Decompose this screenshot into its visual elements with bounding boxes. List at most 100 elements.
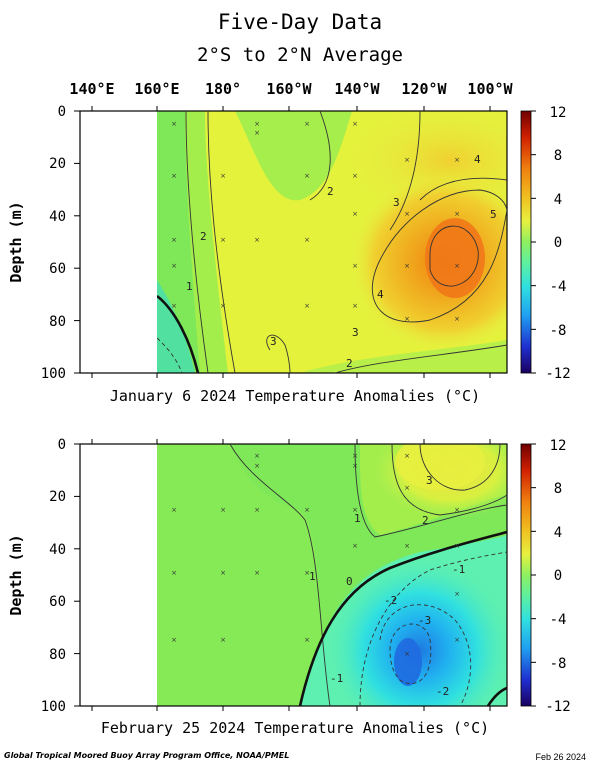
x-tick-label: 100°W [467,80,513,98]
buoy-marker: × [171,506,177,514]
panel-1-contour-label: 4 [474,153,481,166]
panel-1-contour-labels: 1 2 3 2 3 4 4 5 3 2 [186,153,497,370]
panel-1-no-data-region [80,111,157,373]
panel-2-contour-label: -2 [384,594,397,607]
panel-2-contour-label: 1 [354,512,361,525]
buoy-marker: × [304,120,310,128]
panel-2-field [157,444,507,706]
buoy-marker: × [171,172,177,180]
panel-1-buoy-markers: × × × × × × × × × × × × × × × × × × × × × × × × × × × × [171,120,460,323]
colorbar-tick-label: 4 [554,525,562,541]
buoy-marker: × [352,120,358,128]
buoy-marker: × [352,462,358,470]
panel-1-y-ticks: 0 20 40 60 80 100 [41,104,66,382]
buoy-marker: × [254,506,260,514]
buoy-marker: × [404,542,410,550]
buoy-marker: × [220,636,226,644]
buoy-marker: × [454,262,460,270]
buoy-marker: × [404,262,410,270]
panel-1-contour-label: 4 [377,288,384,301]
buoy-marker: × [454,506,460,514]
buoy-marker: × [304,172,310,180]
buoy-marker: × [352,452,358,460]
panel-1-contours [157,111,507,373]
buoy-marker: × [404,315,410,323]
buoy-marker: × [352,262,358,270]
buoy-marker: × [171,302,177,310]
panel-2-contour-label: -1 [330,672,343,685]
x-tick-label: 160°E [134,80,179,98]
buoy-marker: × [404,210,410,218]
panel-1-field [157,111,507,373]
panel-2-contour-label: 2 [422,514,429,527]
x-tick-label: 140°E [69,80,114,98]
buoy-marker: × [352,210,358,218]
y-tick-label: 60 [49,261,66,277]
buoy-marker: × [454,315,460,323]
buoy-marker: × [454,636,460,644]
buoy-marker: × [304,302,310,310]
panel-1-contour-label: 3 [352,326,359,339]
buoy-marker: × [220,236,226,244]
buoy-marker: × [304,236,310,244]
panel-2-contour-label: 0 [346,575,353,588]
buoy-marker: × [304,506,310,514]
buoy-marker: × [404,484,410,492]
x-tick-label: 160°W [266,80,312,98]
panel-1-frame [79,110,508,374]
buoy-marker: × [352,542,358,550]
x-tick-label: 180° [205,80,241,98]
x-tick-label: 140°W [334,80,380,98]
panel-1-contour-label: 5 [490,208,497,221]
panel-2-contours [229,444,507,706]
panel-1-contour-label: 1 [186,280,193,293]
buoy-marker: × [254,462,260,470]
buoy-marker: × [404,452,410,460]
panel-2: 3 2 1 1 0 -1 -2 -3 -1 -2 × × × × × × × × × × × × × × ×… [79,443,508,707]
chart-title: Five-Day Data [217,10,383,34]
panel-2-frame [79,443,508,707]
colorbar-tick-label: 12 [550,105,567,121]
buoy-marker: × [454,542,460,550]
colorbar-tick-label: 0 [554,568,562,584]
panel-2-no-data-region [80,444,157,706]
colorbar-tick-label: 8 [554,481,562,497]
buoy-marker: × [171,569,177,577]
buoy-marker: × [254,236,260,244]
panel-2-contour-label: 3 [426,474,433,487]
panel-1-contour-label: 3 [270,335,277,348]
y-tick-label: 60 [49,594,66,610]
panel-2-y-axis-label: Depth (m) [7,534,25,615]
buoy-marker: × [304,636,310,644]
y-tick-label: 80 [49,647,66,663]
colorbar-tick-label: 4 [554,192,562,208]
buoy-marker: × [352,302,358,310]
buoy-marker: × [254,452,260,460]
panel-1-caption: January 6 2024 Temperature Anomalies (°C… [110,387,480,405]
colorbar-tick-label: -4 [550,279,567,295]
y-tick-label: 20 [49,156,66,172]
buoy-marker: × [254,569,260,577]
buoy-marker: × [220,172,226,180]
buoy-marker: × [254,120,260,128]
buoy-marker: × [254,129,260,137]
panel-2-contour-labels: 3 2 1 1 0 -1 -2 -3 -1 -2 [309,474,465,698]
y-tick-label: 0 [58,437,66,453]
buoy-marker: × [454,590,460,598]
colorbar-1: 12 8 4 0 -4 -8 -12 [520,105,571,382]
buoy-marker: × [454,156,460,164]
footer-date: Feb 26 2024 [535,752,586,762]
y-tick-label: 0 [58,104,66,120]
y-tick-label: 20 [49,489,66,505]
colorbar-tick-label: 12 [550,438,567,454]
panel-2-contour-label: -3 [418,614,431,627]
colorbar-tick-label: -8 [550,656,567,672]
panel-2-contour-label: -2 [436,685,449,698]
buoy-marker: × [404,650,410,658]
buoy-marker: × [404,156,410,164]
buoy-marker: × [304,569,310,577]
panel-1-contour-label: 2 [327,185,334,198]
buoy-marker: × [220,302,226,310]
buoy-marker: × [220,569,226,577]
